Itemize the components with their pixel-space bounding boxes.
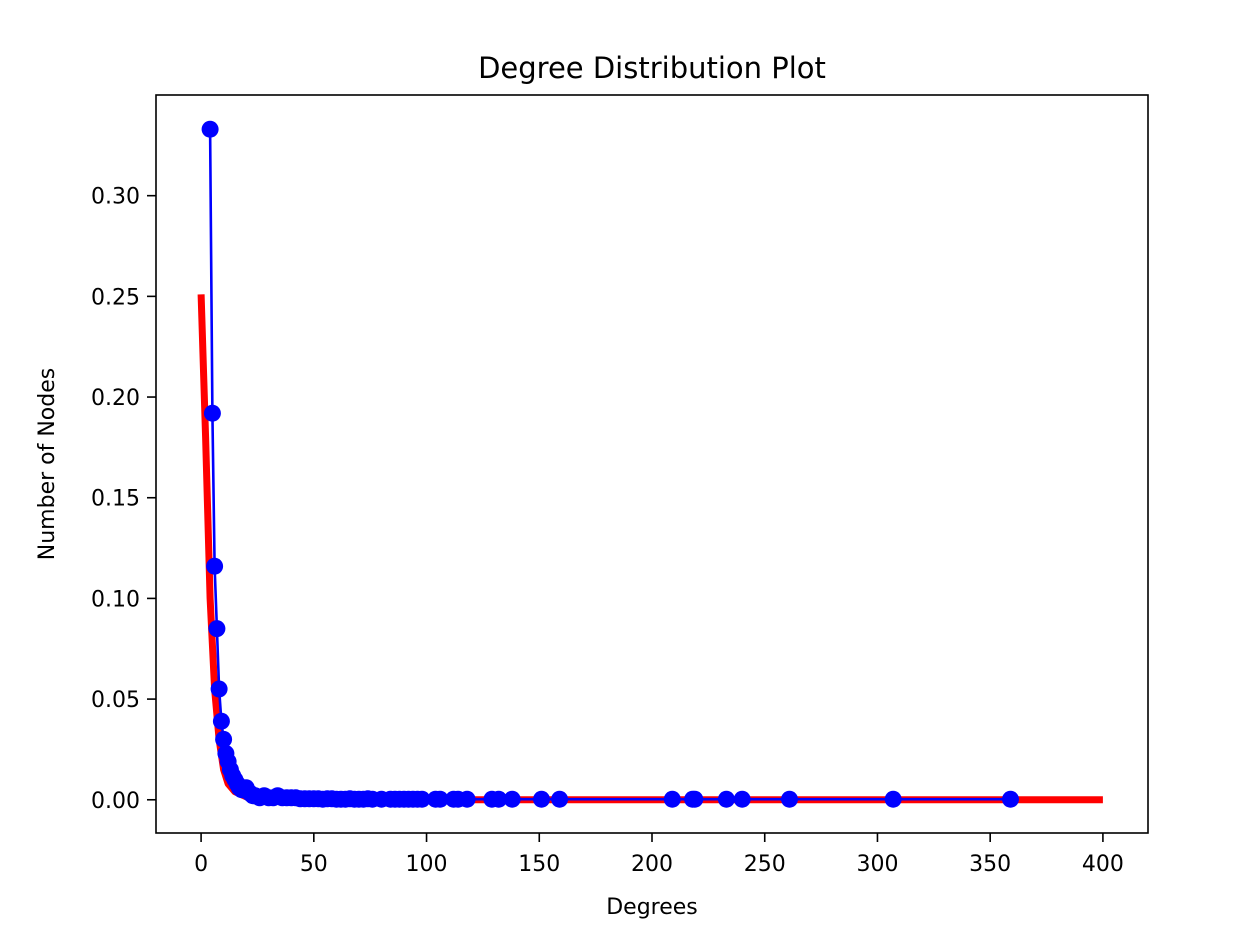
y-tick-label: 0.00 bbox=[91, 789, 140, 814]
x-tick-label: 400 bbox=[1082, 852, 1124, 877]
data-point bbox=[208, 620, 226, 638]
x-tick-label: 300 bbox=[856, 852, 898, 877]
data-point bbox=[551, 790, 569, 808]
y-tick-label: 0.15 bbox=[91, 487, 140, 512]
data-point bbox=[686, 790, 704, 808]
y-tick-label: 0.30 bbox=[91, 185, 140, 210]
chart-title: Degree Distribution Plot bbox=[478, 51, 826, 85]
data-point bbox=[458, 790, 476, 808]
data-point bbox=[206, 557, 224, 575]
data-point bbox=[431, 790, 449, 808]
data-point bbox=[1002, 790, 1019, 808]
x-tick-label: 150 bbox=[518, 852, 560, 877]
data-point bbox=[413, 790, 431, 808]
y-tick-label: 0.25 bbox=[91, 285, 140, 310]
y-tick-label: 0.10 bbox=[91, 587, 140, 612]
x-tick-label: 0 bbox=[194, 852, 208, 877]
data-point bbox=[663, 790, 681, 808]
plot-area bbox=[197, 120, 1103, 808]
data-point bbox=[717, 790, 735, 808]
x-axis-label: Degrees bbox=[606, 895, 698, 920]
data-point bbox=[490, 790, 508, 808]
x-axis-ticks: 0 50 100 150 200 250 300 350 400 bbox=[194, 833, 1124, 877]
data-point bbox=[781, 790, 798, 808]
data-point bbox=[212, 712, 230, 730]
data-point bbox=[210, 680, 228, 698]
y-axis-ticks: 0.00 0.05 0.10 0.15 0.20 0.25 0.30 bbox=[91, 185, 156, 814]
x-tick-label: 350 bbox=[969, 852, 1011, 877]
data-point bbox=[503, 790, 521, 808]
x-tick-label: 250 bbox=[744, 852, 786, 877]
x-tick-label: 50 bbox=[300, 852, 328, 877]
data-point bbox=[884, 790, 902, 808]
data-point bbox=[215, 730, 233, 748]
data-point bbox=[533, 790, 550, 808]
y-axis-label: Number of Nodes bbox=[35, 368, 60, 560]
y-tick-label: 0.05 bbox=[91, 688, 140, 713]
y-tick-label: 0.20 bbox=[91, 386, 140, 411]
data-point bbox=[203, 404, 221, 422]
x-tick-label: 100 bbox=[406, 852, 448, 877]
data-point bbox=[733, 790, 751, 808]
x-tick-label: 200 bbox=[631, 852, 673, 877]
axes-frame bbox=[155, 94, 1149, 834]
data-point bbox=[201, 120, 219, 138]
